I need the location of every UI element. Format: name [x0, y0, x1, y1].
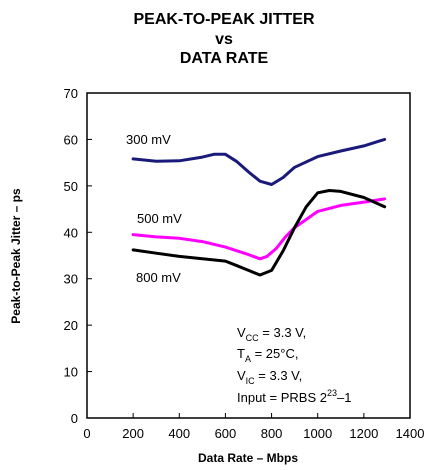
x-tick-label-800: 800: [261, 426, 283, 441]
y-tick-label-0: 0: [71, 411, 78, 426]
series-lines: [131, 137, 387, 277]
label-bg-500mv: [134, 209, 196, 227]
y-tick-label-40: 40: [64, 225, 78, 240]
x-tick-label-1000: 1000: [303, 426, 332, 441]
chart-title-line-2: vs: [215, 31, 233, 48]
chart-title-line-3: DATA RATE: [180, 50, 269, 67]
y-tick-label-10: 10: [64, 365, 78, 380]
x-tick-label-0: 0: [83, 426, 90, 441]
axis-ticks: [86, 92, 411, 419]
x-tick-label-400: 400: [168, 426, 190, 441]
condition-vcc: VCC = 3.3 V,: [237, 325, 306, 343]
x-tick-label-1200: 1200: [349, 426, 378, 441]
y-tick-label-70: 70: [64, 86, 78, 101]
condition-input: Input = PRBS 223–1: [237, 388, 351, 405]
y-tick-label-20: 20: [64, 318, 78, 333]
y-tick-label-30: 30: [64, 272, 78, 287]
conditions-block: VCC = 3.3 V, TA = 25°C, VIC = 3.3 V, Inp…: [237, 325, 351, 405]
x-tick-label-200: 200: [122, 426, 144, 441]
label-bg-800mv: [132, 268, 194, 286]
condition-ta: TA = 25°C,: [237, 346, 298, 364]
x-axis-label: Data Rate – Mbps: [198, 451, 298, 465]
series-line-500mv: [131, 197, 387, 261]
series-line-800mv: [131, 189, 387, 277]
x-tick-label-1400: 1400: [396, 426, 425, 441]
y-tick-labels: 0 10 20 30 40 50 60 70: [64, 86, 78, 426]
y-tick-label-50: 50: [64, 179, 78, 194]
series-label-500mv: 500 mV: [137, 211, 182, 226]
x-tick-labels: 0 200 400 600 800 1000 1200 1400: [83, 426, 424, 441]
label-bg-300mv: [122, 130, 184, 148]
condition-vic: VIC = 3.3 V,: [237, 368, 302, 386]
x-tick-label-600: 600: [215, 426, 237, 441]
y-axis-label: Peak-to-Peak Jitter – ps: [9, 188, 23, 324]
plot-frame: [86, 92, 411, 419]
series-line-300mv: [131, 137, 387, 186]
chart-title-line-1: PEAK-TO-PEAK JITTER: [133, 11, 315, 28]
series-label-800mv: 800 mV: [136, 270, 181, 285]
y-tick-label-60: 60: [64, 132, 78, 147]
series-label-300mv: 300 mV: [126, 132, 171, 147]
